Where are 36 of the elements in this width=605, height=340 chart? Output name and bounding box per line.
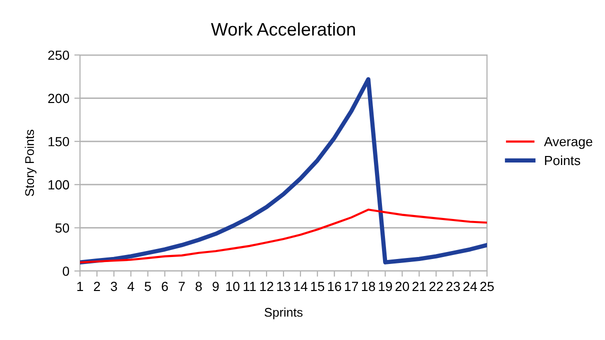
x-tick-label: 20 <box>396 282 410 292</box>
x-tick-label: 18 <box>362 282 376 292</box>
x-tick-label: 7 <box>178 282 185 291</box>
x-tick-label: 12 <box>260 282 274 291</box>
x-tick-label: 25 <box>480 282 494 292</box>
x-tick-label: 21 <box>412 282 426 291</box>
y-tick-label: 0 <box>62 266 70 276</box>
x-tick-label: 10 <box>226 282 240 292</box>
y-axis-title: Story Points <box>24 130 36 196</box>
y-tick-label: 100 <box>48 180 70 190</box>
legend-label: Average <box>544 137 592 149</box>
chart-title: Work Acceleration <box>210 22 355 36</box>
x-tick-label: 1 <box>77 282 84 291</box>
x-tick-label: 15 <box>311 282 324 292</box>
x-tick-label: 16 <box>328 282 342 292</box>
x-tick-label: 23 <box>446 282 460 292</box>
x-tick-label: 9 <box>212 282 219 292</box>
x-tick-label: 2 <box>94 282 100 291</box>
x-tick-label: 4 <box>128 282 134 291</box>
x-tick-label: 8 <box>196 282 202 292</box>
x-tick-label: 22 <box>429 282 443 291</box>
y-tick-label: 150 <box>48 136 70 146</box>
x-axis-title: Sprints <box>264 308 302 320</box>
legend-label: Points <box>545 156 580 166</box>
y-tick-label: 50 <box>55 223 70 233</box>
x-tick-label: 13 <box>277 282 290 292</box>
x-tick-label: 24 <box>463 282 477 291</box>
x-tick-label: 14 <box>294 282 308 291</box>
x-tick-label: 11 <box>244 282 256 291</box>
x-tick-label: 6 <box>162 282 168 292</box>
x-tick-label: 17 <box>345 282 358 291</box>
y-tick-label: 250 <box>48 50 70 60</box>
x-tick-label: 19 <box>378 282 392 292</box>
x-tick-label: 3 <box>110 282 118 292</box>
x-tick-label: 5 <box>144 282 151 292</box>
y-tick-label: 200 <box>48 94 70 104</box>
